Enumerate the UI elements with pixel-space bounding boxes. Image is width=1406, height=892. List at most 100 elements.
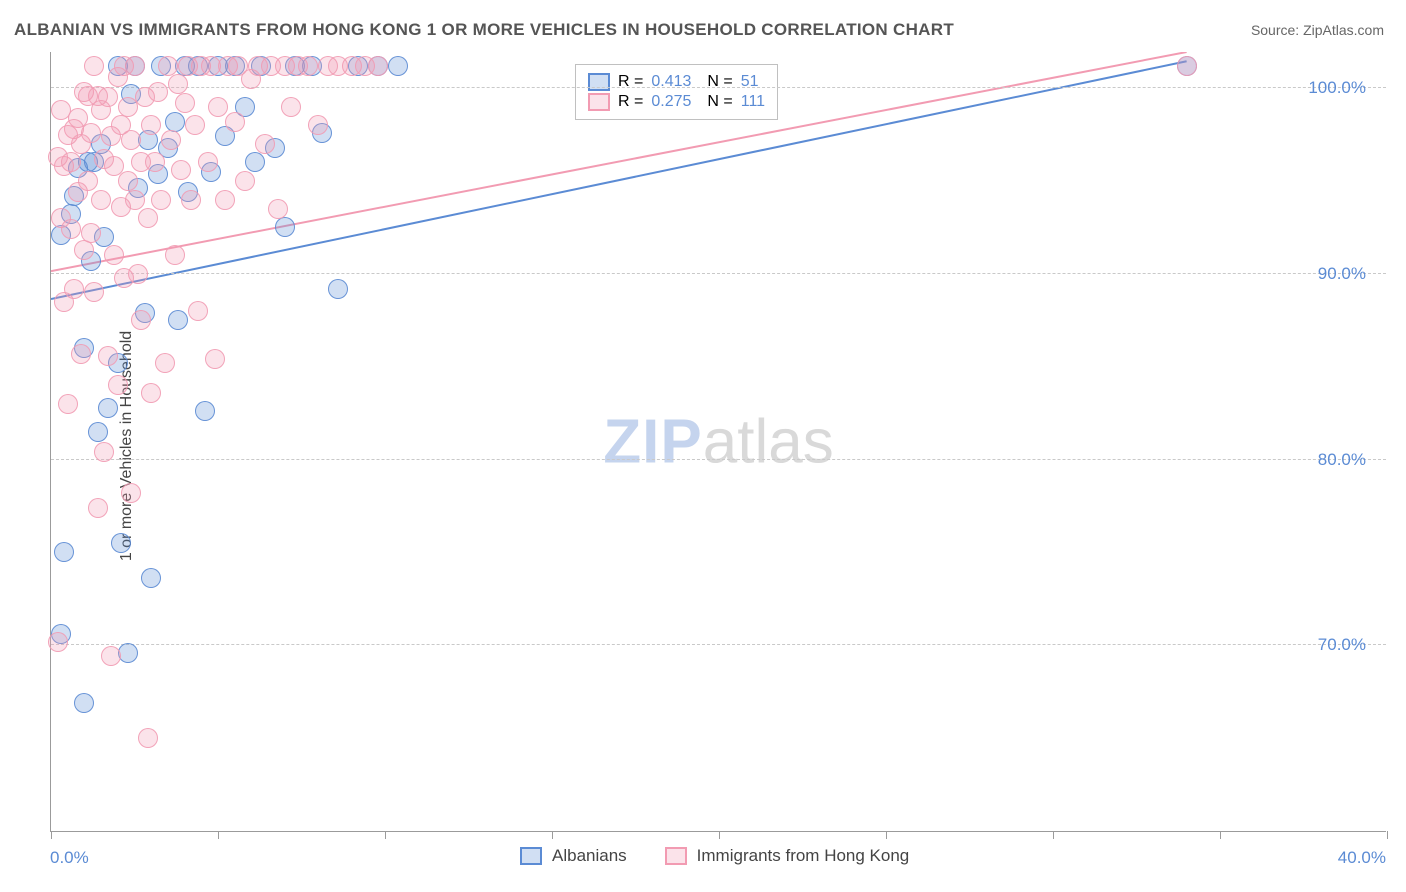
watermark: ZIPatlas (603, 406, 833, 477)
data-point (368, 56, 388, 76)
data-point (165, 245, 185, 265)
data-point (98, 398, 118, 418)
n-value: 111 (741, 93, 765, 111)
data-point (58, 394, 78, 414)
r-value: 0.275 (651, 93, 691, 111)
data-point (171, 160, 191, 180)
x-tick-0: 0.0% (50, 848, 89, 868)
data-point (181, 190, 201, 210)
swatch-albanians (588, 73, 610, 91)
data-point (121, 483, 141, 503)
r-label: R = (618, 73, 643, 91)
data-point (175, 93, 195, 113)
data-point (215, 190, 235, 210)
n-label: N = (707, 73, 732, 91)
data-point (141, 115, 161, 135)
n-label: N = (707, 93, 732, 111)
data-point (275, 217, 295, 237)
data-point (131, 310, 151, 330)
r-label: R = (618, 93, 643, 111)
data-point (235, 171, 255, 191)
x-tick (1053, 831, 1054, 839)
stats-row-hongkong: R = 0.275 N = 111 (588, 93, 765, 111)
data-point (188, 301, 208, 321)
data-point (138, 728, 158, 748)
x-tick (886, 831, 887, 839)
gridline-h (51, 459, 1386, 460)
data-point (161, 130, 181, 150)
data-point (81, 123, 101, 143)
data-point (208, 97, 228, 117)
data-point (84, 282, 104, 302)
r-value: 0.413 (651, 73, 691, 91)
x-tick (1387, 831, 1388, 839)
data-point (195, 401, 215, 421)
data-point (98, 87, 118, 107)
data-point (78, 171, 98, 191)
data-point (1177, 56, 1197, 76)
data-point (138, 208, 158, 228)
n-value: 51 (741, 73, 759, 91)
data-point (168, 310, 188, 330)
data-point (281, 97, 301, 117)
data-point (88, 422, 108, 442)
data-point (125, 56, 145, 76)
data-point (54, 542, 74, 562)
data-point (98, 346, 118, 366)
x-tick (552, 831, 553, 839)
data-point (148, 82, 168, 102)
data-point (245, 152, 265, 172)
x-tick (719, 831, 720, 839)
data-point (84, 56, 104, 76)
y-tick-label: 70.0% (1318, 635, 1366, 655)
scatter-plot-area: ZIPatlas R = 0.413 N = 51 R = 0.275 N = … (50, 52, 1386, 832)
x-tick (385, 831, 386, 839)
data-point (255, 134, 275, 154)
legend-label-hongkong: Immigrants from Hong Kong (697, 846, 910, 866)
data-point (225, 112, 245, 132)
data-point (198, 152, 218, 172)
x-tick (218, 831, 219, 839)
data-point (165, 112, 185, 132)
data-point (74, 693, 94, 713)
data-point (125, 190, 145, 210)
x-tick-40: 40.0% (1338, 848, 1386, 868)
gridline-h (51, 644, 1386, 645)
data-point (101, 646, 121, 666)
data-point (268, 199, 288, 219)
data-point (145, 152, 165, 172)
data-point (328, 279, 348, 299)
data-point (91, 190, 111, 210)
data-point (64, 279, 84, 299)
data-point (48, 632, 68, 652)
gridline-h (51, 273, 1386, 274)
y-tick-label: 90.0% (1318, 264, 1366, 284)
data-point (308, 115, 328, 135)
chart-title: ALBANIAN VS IMMIGRANTS FROM HONG KONG 1 … (14, 20, 954, 40)
data-point (61, 219, 81, 239)
x-tick (1220, 831, 1221, 839)
data-point (71, 344, 91, 364)
data-point (141, 383, 161, 403)
x-tick (51, 831, 52, 839)
legend-swatch-hongkong (665, 847, 687, 865)
data-point (298, 56, 318, 76)
stats-row-albanians: R = 0.413 N = 51 (588, 73, 765, 91)
data-point (104, 245, 124, 265)
data-point (118, 171, 138, 191)
data-point (205, 349, 225, 369)
data-point (88, 498, 108, 518)
data-point (128, 264, 148, 284)
source-attribution: Source: ZipAtlas.com (1251, 22, 1384, 38)
y-tick-label: 80.0% (1318, 450, 1366, 470)
data-point (155, 353, 175, 373)
data-point (61, 152, 81, 172)
data-point (158, 56, 178, 76)
data-point (118, 643, 138, 663)
legend-bottom: Albanians Immigrants from Hong Kong (520, 846, 909, 866)
data-point (388, 56, 408, 76)
legend-swatch-albanians (520, 847, 542, 865)
correlation-stats-box: R = 0.413 N = 51 R = 0.275 N = 111 (575, 64, 778, 120)
data-point (111, 533, 131, 553)
data-point (81, 223, 101, 243)
